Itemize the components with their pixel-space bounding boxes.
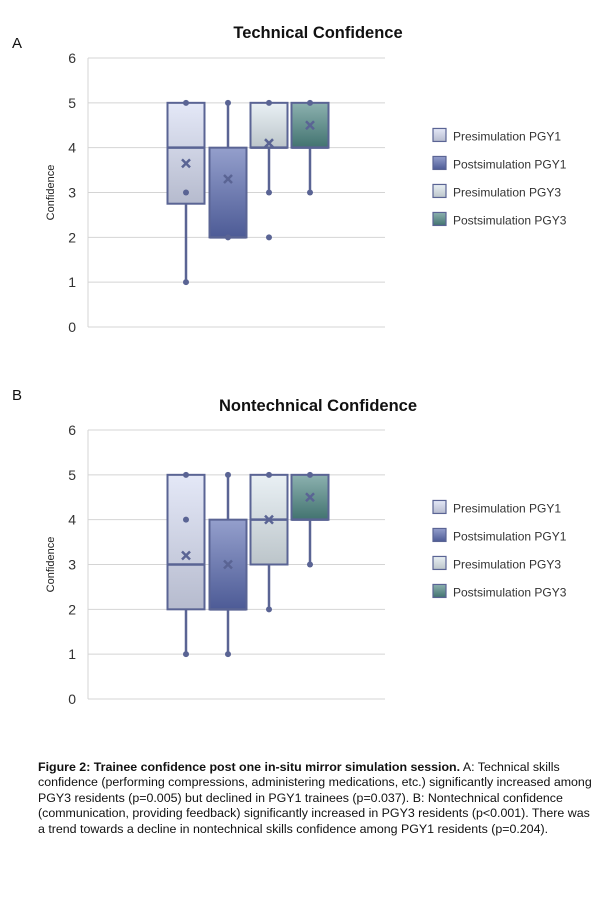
mean-marker [223, 174, 233, 184]
box-iqr [166, 101, 206, 205]
whisker-min-point [225, 651, 231, 658]
box-iqr [166, 473, 206, 611]
box-series-3 [249, 99, 289, 241]
legend-label: Postsimulation PGY3 [453, 585, 567, 599]
y-tick-label: 2 [68, 229, 76, 245]
whisker-min-point [266, 189, 272, 196]
box-series-1 [166, 471, 206, 658]
outlier-point [183, 516, 189, 523]
chart-panel-b: B Nontechnical Confidence 0 1 2 3 4 5 6 Confidenc… [12, 387, 567, 707]
mean-marker [181, 158, 191, 169]
caption-text: A: Technical skills confidence (performi… [38, 760, 592, 836]
legend-label: Postsimulation PGY1 [453, 529, 567, 543]
whisker-max-point [266, 99, 272, 106]
whisker-max-point [266, 471, 272, 478]
box-series-3 [249, 471, 289, 613]
legend-swatch [432, 155, 447, 171]
whisker-min-point [266, 606, 272, 613]
y-tick-label: 6 [68, 50, 76, 66]
legend-swatch [432, 183, 447, 199]
mean-marker [264, 138, 274, 149]
y-axis-label: Confidence [45, 165, 57, 221]
y-tick-label: 3 [68, 185, 76, 201]
legend-label: Postsimulation PGY3 [453, 213, 567, 227]
whisker-min-point [183, 651, 189, 658]
y-tick-label: 1 [68, 274, 76, 290]
outlier-point [266, 234, 272, 241]
y-tick-label: 2 [68, 601, 76, 617]
legend-label: Presimulation PGY3 [453, 185, 561, 199]
whisker-min-point [307, 561, 313, 568]
panel-label: B [12, 387, 22, 404]
panel-label: A [12, 35, 22, 52]
mean-marker [223, 559, 233, 570]
whisker-min-point [307, 189, 313, 196]
legend-swatch [432, 499, 447, 515]
figure-caption: Figure 2: Trainee confidence post one in… [38, 760, 598, 837]
whisker-max-point [307, 471, 313, 478]
box-iqr [249, 101, 289, 149]
box-series-2 [208, 99, 248, 241]
box-iqr [208, 146, 248, 239]
y-tick-label: 5 [68, 467, 76, 483]
mean-marker [305, 120, 315, 131]
caption-bold: Figure 2: Trainee confidence post one in… [38, 760, 461, 774]
legend-label: Presimulation PGY1 [453, 129, 561, 143]
legend-swatch [432, 527, 447, 543]
y-tick-label: 5 [68, 95, 76, 111]
mean-marker [305, 492, 315, 503]
y-tick-label: 0 [68, 319, 76, 335]
box-series-2 [208, 471, 248, 658]
box-series-4 [290, 471, 330, 568]
box-series-1 [166, 99, 206, 286]
chart-panel-a: A Technical Confidence 0 1 2 3 4 5 6 Confidence Pr… [12, 24, 567, 335]
legend-swatch [432, 127, 447, 143]
chart-title: Technical Confidence [233, 24, 402, 42]
legend-label: Presimulation PGY1 [453, 501, 561, 515]
chart-title: Nontechnical Confidence [219, 397, 417, 415]
whisker-max-point [225, 99, 231, 106]
whisker-min-point [225, 234, 231, 241]
legend-label: Presimulation PGY3 [453, 557, 561, 571]
legend-swatch [432, 211, 447, 227]
legend-label: Postsimulation PGY1 [453, 157, 567, 171]
y-tick-label: 3 [68, 557, 76, 573]
y-tick-label: 1 [68, 646, 76, 662]
box-series-4 [290, 99, 330, 196]
whisker-max-point [225, 471, 231, 478]
legend-swatch [432, 583, 447, 599]
whisker-min-point [183, 279, 189, 286]
whisker-max-point [307, 99, 313, 106]
outlier-point [183, 189, 189, 196]
y-tick-label: 4 [68, 140, 76, 156]
mean-marker [264, 514, 274, 525]
legend-swatch [432, 555, 447, 571]
y-tick-label: 4 [68, 512, 76, 528]
mean-marker [181, 550, 191, 561]
y-tick-label: 6 [68, 422, 76, 438]
y-tick-label: 0 [68, 691, 76, 707]
whisker-max-point [183, 471, 189, 478]
y-axis-label: Confidence [45, 537, 57, 593]
whisker-max-point [183, 99, 189, 106]
